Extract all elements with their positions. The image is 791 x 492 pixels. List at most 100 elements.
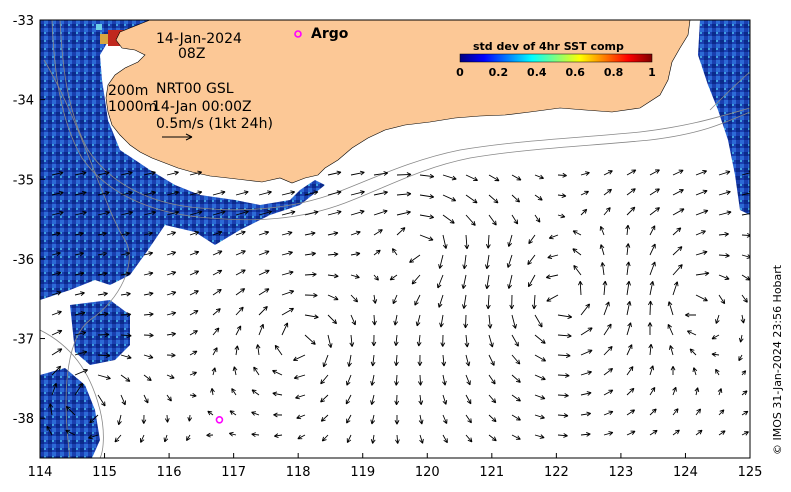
current-vector	[143, 231, 153, 237]
current-vector	[464, 334, 470, 348]
current-vector	[48, 403, 54, 416]
current-vector	[580, 370, 592, 376]
current-vector	[695, 230, 706, 236]
current-vector	[304, 292, 318, 298]
current-vector	[394, 414, 400, 425]
x-tick-label: 114	[28, 465, 53, 480]
current-vector	[557, 213, 566, 219]
x-tick-label: 125	[738, 465, 763, 480]
depth-1000-label: 1000m	[108, 99, 157, 115]
current-vector	[667, 301, 674, 316]
current-vector	[442, 214, 455, 224]
current-vector	[395, 434, 400, 444]
current-vector	[580, 432, 591, 437]
current-vector	[74, 271, 85, 277]
current-vector	[143, 190, 156, 196]
current-vector	[488, 434, 497, 442]
current-vector	[603, 431, 614, 436]
current-vector	[419, 434, 424, 444]
current-vector	[718, 409, 725, 416]
current-vector	[741, 410, 749, 416]
current-vector	[527, 274, 536, 288]
current-vector	[557, 193, 567, 198]
current-vector	[603, 346, 613, 356]
current-vector	[545, 274, 559, 280]
current-vector	[235, 325, 242, 336]
current-vector	[189, 250, 200, 256]
current-vector	[274, 433, 283, 439]
current-vector	[304, 251, 316, 257]
current-vector	[672, 227, 682, 236]
current-vector	[465, 214, 476, 226]
sst-patch-corner	[40, 368, 100, 458]
current-vector	[65, 405, 76, 416]
current-vector	[649, 225, 656, 236]
contour-1000m	[51, 20, 750, 221]
current-vector	[372, 294, 378, 304]
current-vector	[114, 434, 122, 443]
current-vector	[649, 429, 658, 436]
current-vector	[231, 388, 237, 396]
current-vector	[251, 389, 260, 396]
current-vector	[210, 387, 215, 396]
current-vector	[511, 194, 521, 203]
current-vector	[672, 281, 679, 296]
current-vector	[417, 354, 423, 367]
current-vector	[370, 434, 376, 444]
current-vector	[557, 172, 567, 178]
current-vector	[599, 225, 605, 236]
current-vector	[120, 271, 131, 277]
current-vector	[580, 349, 593, 356]
current-vector	[557, 333, 572, 339]
current-vector	[600, 262, 606, 276]
current-vector	[649, 207, 660, 216]
current-vector	[186, 434, 191, 442]
x-tick-label: 122	[544, 465, 569, 480]
current-vector	[304, 231, 316, 236]
current-vector	[327, 314, 338, 325]
x-tick-label: 121	[479, 465, 504, 480]
current-vector	[143, 251, 154, 256]
current-vector	[97, 291, 108, 297]
current-vector	[232, 366, 238, 376]
current-vector	[51, 231, 61, 237]
current-vector	[258, 323, 265, 336]
current-vector	[346, 374, 352, 386]
current-vector	[741, 390, 748, 396]
current-vector	[166, 231, 176, 236]
current-vector	[166, 270, 177, 276]
current-vector	[293, 354, 306, 361]
current-vector	[603, 389, 614, 396]
current-vector	[511, 394, 521, 402]
current-vector	[189, 270, 200, 276]
current-vector	[718, 190, 731, 196]
current-vector	[143, 170, 156, 176]
current-vector	[327, 210, 342, 216]
current-vector	[235, 288, 246, 296]
current-vector	[373, 249, 381, 256]
colorbar-title: std dev of 4hr SST comp	[473, 40, 624, 53]
current-vector	[488, 414, 497, 423]
sst-warm-spot	[96, 24, 102, 30]
current-vector	[394, 354, 399, 367]
current-vector	[715, 368, 720, 376]
current-vector	[602, 280, 608, 296]
current-vector	[534, 214, 541, 223]
current-vector	[304, 272, 317, 277]
current-vector	[626, 301, 632, 316]
current-vector	[578, 280, 583, 296]
current-vector	[580, 303, 591, 316]
current-vector	[507, 274, 513, 289]
current-vector	[74, 350, 88, 356]
current-vector	[511, 434, 521, 440]
current-vector	[281, 210, 296, 216]
current-vector	[350, 314, 356, 326]
current-vector	[281, 322, 289, 336]
current-vector	[189, 310, 199, 316]
current-vector	[346, 414, 352, 424]
current-vector	[235, 269, 246, 276]
current-vector	[465, 194, 478, 204]
current-vector	[255, 344, 261, 356]
current-vector	[738, 334, 744, 343]
current-vector	[718, 170, 731, 176]
